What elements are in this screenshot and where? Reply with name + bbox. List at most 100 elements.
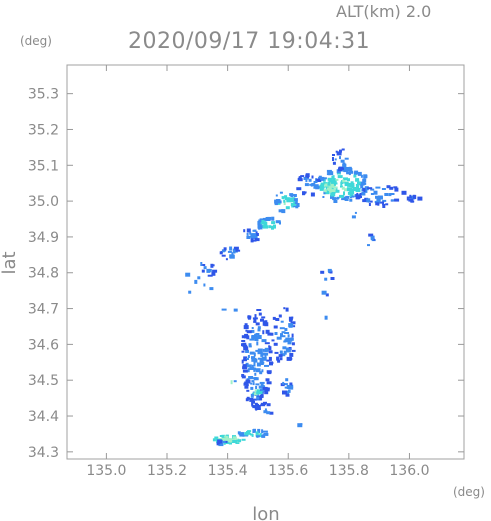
echo-cell — [315, 178, 318, 182]
echo-cell — [289, 197, 294, 201]
echo-cell — [367, 244, 370, 247]
echo-cell — [230, 380, 233, 385]
echo-cell — [256, 341, 259, 346]
echo-cell — [351, 215, 356, 219]
echo-cell — [246, 396, 250, 400]
y-tick-label: 34.3 — [28, 445, 59, 461]
echo-cell — [258, 391, 263, 395]
echo-cell — [347, 191, 350, 195]
x-unit-label: (deg) — [453, 485, 485, 499]
echo-cell — [268, 356, 272, 361]
echo-cell — [289, 357, 292, 361]
echo-cell — [263, 410, 268, 414]
echo-cell — [350, 190, 355, 195]
echo-cell — [256, 391, 261, 395]
echo-cell — [328, 180, 332, 183]
echo-cell — [346, 171, 351, 175]
echo-cell — [246, 330, 252, 334]
echo-cell — [271, 216, 275, 221]
echo-cell — [348, 166, 352, 170]
echo-cell — [253, 362, 256, 367]
echo-cell — [286, 199, 292, 203]
echo-cell — [291, 349, 296, 352]
echo-cell — [241, 438, 246, 441]
echo-cell — [267, 371, 272, 375]
echo-cell — [276, 200, 282, 204]
echo-cell — [256, 396, 260, 400]
echo-cell — [408, 198, 414, 202]
echo-cell — [265, 329, 270, 334]
echo-cell — [285, 378, 289, 382]
echo-cell — [375, 202, 380, 206]
x-axis-ticks: 135.0 135.2 135.4 135.6 135.8 136.0 — [86, 65, 429, 479]
echo-cell — [303, 177, 308, 180]
echo-cell — [338, 167, 342, 172]
echo-cell — [249, 231, 252, 235]
echo-cell — [307, 174, 309, 179]
echo-cell — [276, 356, 280, 361]
echo-cell — [244, 385, 249, 389]
echo-cell — [368, 233, 374, 237]
echo-cell — [324, 182, 327, 185]
echo-cell — [244, 333, 249, 337]
echo-cell — [287, 341, 292, 345]
echo-cell — [257, 328, 261, 332]
echo-cell — [391, 193, 394, 195]
echo-cell — [254, 372, 257, 376]
echo-cell — [288, 337, 294, 341]
echo-cell — [292, 197, 296, 200]
echo-cell — [327, 177, 332, 181]
echo-cell — [247, 316, 251, 320]
echo-cell — [221, 441, 226, 443]
echo-cell — [246, 389, 250, 392]
echo-cell — [243, 346, 249, 351]
datetime-title: 2020/09/17 19:04:31 — [128, 29, 370, 54]
echo-cell — [251, 329, 255, 333]
echo-cell — [327, 181, 331, 186]
echo-cell — [263, 320, 268, 324]
echo-cell — [323, 189, 327, 193]
echo-cell — [331, 175, 335, 180]
echo-cell — [260, 225, 265, 229]
echo-cell — [289, 352, 294, 357]
echo-cell — [252, 400, 255, 404]
echo-cell — [262, 434, 266, 437]
echo-cell — [322, 177, 327, 180]
x-tick-label: 135.8 — [329, 463, 369, 479]
echo-cell — [268, 346, 272, 351]
echo-cell — [286, 350, 291, 353]
echo-cell — [188, 290, 192, 294]
echo-cell — [278, 314, 282, 318]
echo-cell — [361, 189, 364, 192]
echo-cell — [332, 178, 336, 183]
y-tick-label: 34.5 — [28, 373, 59, 389]
echo-cell — [351, 195, 355, 198]
echo-cell — [339, 194, 344, 198]
echo-cell — [257, 428, 261, 433]
echo-cell — [229, 254, 235, 259]
echo-cell — [386, 185, 391, 189]
echo-cell — [319, 187, 324, 191]
echo-cell — [241, 340, 246, 342]
echo-cell — [197, 276, 201, 280]
echo-cell — [257, 326, 261, 330]
echo-cell — [356, 192, 359, 195]
echo-cell — [258, 312, 262, 316]
echo-cell — [334, 158, 337, 161]
echo-cell — [359, 192, 362, 197]
echo-cell — [351, 185, 355, 189]
echo-cell — [344, 182, 349, 187]
echo-cell — [244, 381, 249, 384]
echo-cell — [218, 442, 224, 447]
echo-cell — [342, 162, 346, 167]
echo-cell — [382, 199, 387, 202]
echo-cell — [241, 335, 246, 339]
echo-cell — [261, 434, 266, 438]
echo-cell — [349, 194, 354, 197]
echo-cell — [270, 332, 274, 336]
echo-cell — [248, 345, 252, 348]
echo-cell — [344, 178, 347, 181]
echo-cell — [285, 307, 289, 312]
echo-cell — [281, 196, 285, 200]
echo-cell — [366, 198, 371, 203]
